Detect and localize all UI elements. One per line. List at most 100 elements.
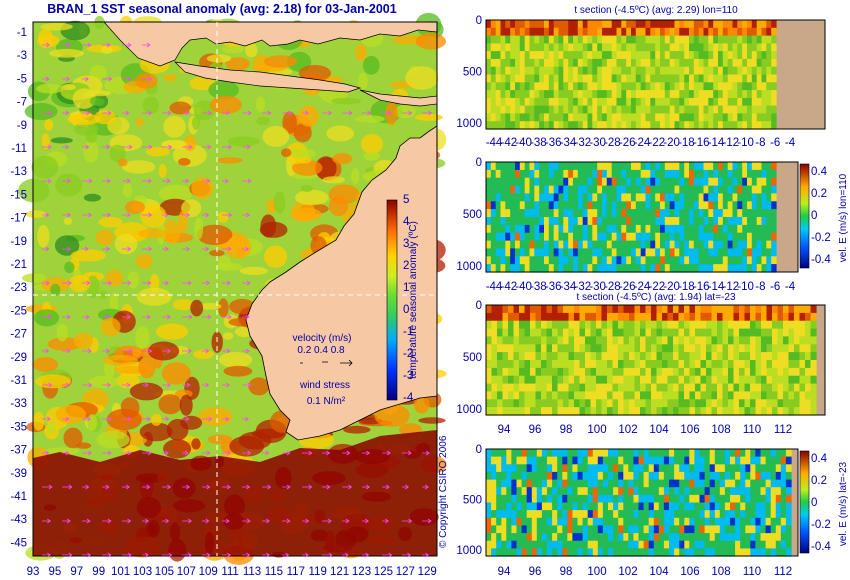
section-cell <box>785 548 792 557</box>
section-cell <box>684 74 690 83</box>
lat-tick: -40 <box>515 137 532 149</box>
section-cell <box>689 217 695 226</box>
section-cell <box>700 407 707 416</box>
section-cell <box>573 97 579 107</box>
section-cell <box>541 487 548 496</box>
sst-patch <box>288 148 317 159</box>
section-cell <box>679 82 685 91</box>
section-cell <box>703 162 709 171</box>
section-cell <box>727 27 734 37</box>
sst-patch <box>37 224 50 248</box>
section-cell <box>558 248 564 257</box>
section-cell <box>760 510 767 519</box>
section-cell <box>718 43 724 52</box>
section-cell <box>718 97 724 107</box>
section-cell <box>650 121 656 130</box>
section-cell <box>486 533 492 542</box>
section-cell <box>645 82 651 91</box>
section-cell <box>713 217 719 226</box>
section-cell <box>667 367 674 377</box>
section-cell <box>727 82 734 91</box>
sst-patch <box>355 43 367 62</box>
section-cell <box>548 209 555 218</box>
section-cell <box>718 248 724 257</box>
section-cell <box>513 375 520 385</box>
section-cell <box>597 248 603 257</box>
temperature-colorbar-gradient <box>386 199 398 401</box>
section-cell <box>568 399 575 408</box>
section-cell <box>732 27 738 37</box>
section-cell <box>650 43 656 52</box>
section-cell <box>585 399 592 408</box>
section-cell <box>650 66 656 76</box>
section-cell <box>582 162 589 171</box>
velocity-colorbar-1-ticks: 0.40.20-0.2-0.4 <box>811 166 831 266</box>
section-cell <box>558 82 564 91</box>
section-cell <box>732 66 738 76</box>
section-cell <box>718 201 724 210</box>
section-cell <box>722 121 729 130</box>
section-cell <box>616 177 622 187</box>
section-cell <box>684 82 690 91</box>
section-cell <box>662 344 669 353</box>
section-cell <box>714 479 721 488</box>
section-cell <box>563 305 570 314</box>
section-cell <box>497 305 504 314</box>
section-cell <box>597 464 604 473</box>
section-cell <box>761 399 768 408</box>
section-cell <box>541 540 548 549</box>
section-cell <box>737 97 743 107</box>
section-cell <box>577 256 584 265</box>
lon-tick: 96 <box>529 566 542 578</box>
section-cell <box>664 248 671 257</box>
section-cell <box>653 479 660 488</box>
section-cell <box>722 240 729 250</box>
section-cell <box>592 517 599 526</box>
section-cell <box>706 312 713 322</box>
section-cell <box>558 185 564 195</box>
section-cell <box>490 209 497 218</box>
section-cell <box>750 502 756 511</box>
section-cell <box>548 20 555 29</box>
section-cell <box>656 391 663 400</box>
sst-patch <box>127 271 139 289</box>
section-cell <box>785 487 792 496</box>
section-cell <box>621 43 627 52</box>
section-cell <box>674 540 680 549</box>
section-cell <box>490 51 497 60</box>
section-cell <box>526 487 533 496</box>
section-cell <box>737 51 743 60</box>
section-cell <box>500 58 506 68</box>
section-cell <box>552 494 558 504</box>
section-cell <box>562 464 568 473</box>
section-cell <box>573 82 579 91</box>
lon-tick: 110 <box>743 424 761 436</box>
section-cell <box>557 548 563 557</box>
section-cell <box>592 201 598 210</box>
section-cell <box>534 264 540 273</box>
section-cell <box>597 533 604 542</box>
section-cell <box>558 97 564 107</box>
section-cell <box>650 97 656 107</box>
section-cell <box>718 232 724 242</box>
map-y-tick: -1 <box>17 27 27 39</box>
section-cell <box>541 510 548 519</box>
section-cell <box>606 169 613 179</box>
section-cell <box>521 494 528 504</box>
section-cell <box>747 35 753 44</box>
section-cell <box>574 407 581 416</box>
section-cell <box>693 105 700 114</box>
section-cell <box>780 517 787 526</box>
section-cell <box>761 217 767 226</box>
section-cell <box>618 533 624 542</box>
section-cell <box>623 487 629 496</box>
section-cell <box>684 58 690 68</box>
section-cell <box>727 90 734 99</box>
sst-patch <box>415 33 446 50</box>
sst-patch <box>136 287 172 306</box>
section-cell <box>684 471 690 481</box>
section-cell <box>745 525 751 534</box>
section-cell <box>714 502 721 511</box>
section-cell <box>717 360 724 369</box>
section-cell <box>679 224 685 234</box>
